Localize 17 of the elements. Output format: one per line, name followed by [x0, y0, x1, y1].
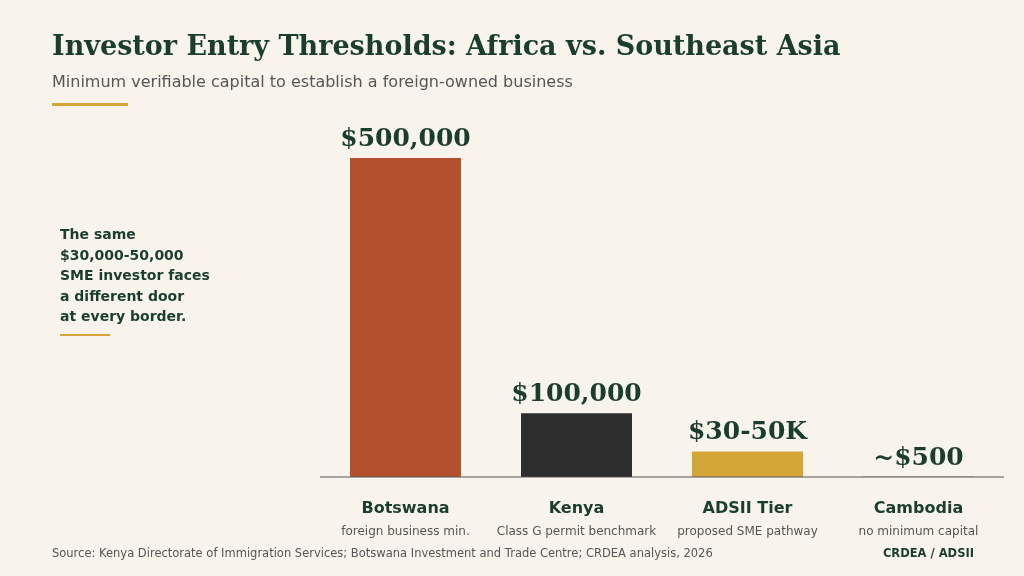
- text: Class G permit benchmark: [496, 524, 657, 538]
- text: The same $30,000-50,000 SME investor faces a different door at every border.: [60, 225, 210, 326]
- source-note: Source: Kenya Directorate of Immigration Services; Botswana Investment and Trade Centre; CRDEA analysis, 2026: [52, 546, 713, 560]
- x-tick-label: Botswana: [361, 498, 450, 517]
- data-label: ~$500: [873, 441, 964, 471]
- x-tick-label: Cambodia: [873, 498, 964, 517]
- x-tick-label: ADSII Tier: [702, 498, 793, 517]
- text: foreign business min.: [341, 524, 470, 538]
- data-label: $30-50K: [687, 416, 809, 446]
- data-label: $100,000: [511, 378, 642, 408]
- x-tick-label: Kenya: [548, 498, 605, 517]
- text: proposed SME pathway: [677, 524, 818, 538]
- chart-subtitle: Minimum verifiable capital to establish a foreign-owned business: [52, 72, 573, 91]
- text: CRDEA / ADSII: [882, 546, 974, 560]
- chart-title: Investor Entry Thresholds: Africa vs. Southeast Asia: [52, 30, 841, 61]
- text: no minimum capital: [858, 524, 979, 538]
- data-label: $500,000: [340, 123, 471, 152]
